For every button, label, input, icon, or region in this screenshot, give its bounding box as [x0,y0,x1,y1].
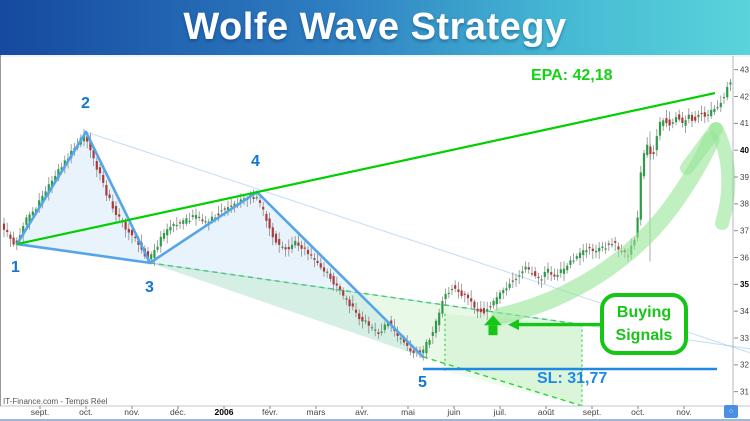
svg-text:juil.: juil. [493,407,507,417]
wolfe-point-4-label: 4 [251,153,260,170]
svg-text:févr.: févr. [262,407,278,417]
svg-text:sept.: sept. [583,407,601,417]
svg-text:août: août [538,407,555,417]
svg-text:41: 41 [740,119,749,128]
svg-text:33: 33 [740,334,749,343]
svg-text:oct.: oct. [631,407,645,417]
svg-text:38: 38 [740,200,749,209]
wolfe-point-3-label: 3 [145,279,154,296]
svg-text:sept.: sept. [31,407,49,417]
svg-text:35: 35 [740,280,749,289]
svg-text:nov.: nov. [676,407,691,417]
wolfe-point-2-label: 2 [81,95,90,112]
svg-text:40: 40 [740,146,749,155]
svg-text:juin: juin [446,407,461,417]
page-title: Wolfe Wave Strategy [183,6,567,48]
provider-watermark: IT-Finance.com - Temps Réel [3,397,108,406]
svg-text:34: 34 [740,307,749,316]
svg-text:36: 36 [740,253,749,262]
svg-text:mai: mai [401,407,415,417]
svg-text:39: 39 [740,173,749,182]
stop-loss-label: SL: 31,77 [537,370,608,387]
svg-text:32: 32 [740,361,749,370]
wolfe-point-1-label: 1 [11,259,20,276]
buying-signals-callout: Buying Signals [600,293,688,355]
svg-text:mars: mars [307,407,326,417]
svg-text:42: 42 [740,92,749,101]
svg-text:avr.: avr. [355,407,369,417]
chart-zoom-button[interactable]: ⁘ [724,405,738,418]
svg-text:43: 43 [740,66,749,75]
svg-text:déc.: déc. [170,407,186,417]
wolfe-point-5-label: 5 [418,374,427,391]
buying-signals-line2: Signals [615,327,673,344]
title-banner: Wolfe Wave Strategy [0,0,750,55]
svg-text:31: 31 [740,387,749,396]
svg-text:nov.: nov. [124,407,139,417]
svg-text:2006: 2006 [215,407,234,417]
chart-left-border [0,55,1,406]
svg-text:oct.: oct. [79,407,93,417]
buying-signals-line1: Buying [616,303,672,321]
epa-target-label: EPA: 42,18 [531,67,613,84]
svg-text:37: 37 [740,226,749,235]
